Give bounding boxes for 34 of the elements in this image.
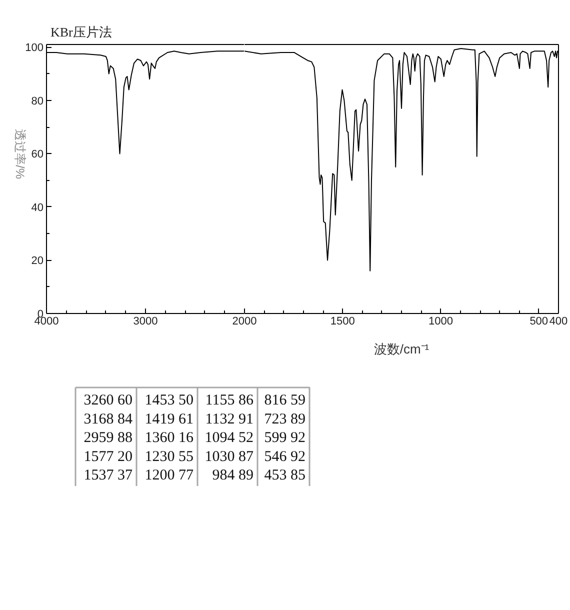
text: 1132 91 <box>205 411 254 428</box>
text: 1453 50 <box>144 392 194 408</box>
text: 1155 86 <box>205 392 254 408</box>
x-axis-title: 波数/cm⁻¹ <box>374 342 430 356</box>
x-tick-label: 1500 <box>330 316 355 328</box>
text: 1360 16 <box>144 430 194 446</box>
y-tick-label: 40 <box>31 202 44 214</box>
x-tick-label: 3000 <box>133 316 158 328</box>
y-tick-label: 80 <box>31 95 44 108</box>
x-tick-label: 2000 <box>232 316 257 328</box>
text: 1230 55 <box>144 448 194 465</box>
text: 1200 77 <box>144 468 194 484</box>
x-tick-label: 400 <box>549 316 568 328</box>
y-tick-label: 100 <box>25 42 44 54</box>
text: 599 92 <box>264 430 306 446</box>
text: 723 89 <box>264 411 306 428</box>
text: 1577 20 <box>84 448 132 465</box>
text: 2959 88 <box>84 430 132 446</box>
chart-title: KBr压片法 <box>50 24 112 40</box>
text: 453 85 <box>264 468 306 484</box>
text: 1537 37 <box>84 468 133 484</box>
text: 3260 60 <box>84 392 132 408</box>
text: 1030 87 <box>204 448 254 465</box>
text: 1419 61 <box>144 411 194 428</box>
y-tick-label: 60 <box>31 148 44 161</box>
text: 984 89 <box>212 468 254 484</box>
text: 816 59 <box>264 392 306 408</box>
x-tick-label: 1000 <box>428 316 453 328</box>
text: 3168 84 <box>84 411 133 428</box>
y-tick-label: 20 <box>31 255 44 268</box>
y-axis-title: 透过率/% <box>13 128 28 180</box>
text: 546 92 <box>264 448 306 465</box>
text: 1094 52 <box>204 430 254 446</box>
x-tick-label: 500 <box>530 316 548 328</box>
